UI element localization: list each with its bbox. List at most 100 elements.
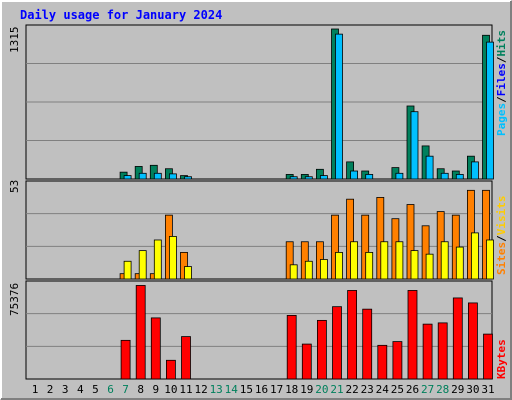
bar-sites-day-20 <box>319 259 328 280</box>
day-label-26: 26 <box>406 383 419 396</box>
day-label-27: 27 <box>421 383 434 396</box>
bar-visits-day-19 <box>300 241 309 280</box>
bar-kbytes-day-23 <box>362 308 373 380</box>
bar-sites-day-27 <box>425 253 434 280</box>
bar-kbytes-day-25 <box>392 341 403 380</box>
bar-kbytes-day-21 <box>332 306 342 380</box>
bar-kbytes-day-8 <box>135 285 146 380</box>
day-label-28: 28 <box>436 383 449 396</box>
bar-kbytes-day-29 <box>452 297 463 380</box>
bar-kbytes-day-18 <box>286 314 297 380</box>
x-axis-day-labels: 1 2 3 4 5 6 7 8 9 10 11 12 13 14 15 16 17 18 19 20 21 22 23 24 2… <box>32 383 495 396</box>
legend-sites: Sites <box>495 242 508 275</box>
bar-sites-day-21 <box>335 251 343 280</box>
day-label-12: 12 <box>194 383 207 396</box>
bar-kbytes-day-9 <box>150 317 161 380</box>
bar-kbytes-day-7 <box>120 339 131 380</box>
day-label-31: 31 <box>481 383 494 396</box>
day-label-15: 15 <box>240 383 253 396</box>
legend-hits: Hits <box>495 30 508 57</box>
bar-sites-day-26 <box>410 250 419 280</box>
bar-hits-day-8 <box>134 166 143 180</box>
bar-sites-day-18 <box>289 264 298 280</box>
bar-files-day-22 <box>350 170 359 180</box>
bar-sites-day-8 <box>138 250 147 280</box>
day-label-9: 9 <box>152 383 159 396</box>
svg-text:Sites/Visits: Sites/Visits <box>495 196 508 276</box>
bar-files-day-7 <box>123 175 132 180</box>
day-label-23: 23 <box>361 383 374 396</box>
day-label-5: 5 <box>92 383 99 396</box>
bar-sites-day-9 <box>153 239 162 280</box>
day-label-10: 10 <box>164 383 177 396</box>
bar-files-day-20 <box>319 175 328 180</box>
bar-sites-day-30 <box>470 232 479 280</box>
day-label-16: 16 <box>255 383 268 396</box>
bar-kbytes-day-22 <box>347 290 358 380</box>
bar-files-day-28 <box>440 172 449 180</box>
plot-area-kbytes <box>25 280 493 380</box>
bar-hits-day-9 <box>149 164 158 180</box>
day-label-18: 18 <box>285 383 298 396</box>
bar-sites-day-31 <box>486 239 494 280</box>
bar-sites-day-22 <box>350 241 359 280</box>
bar-visits-day-24 <box>376 197 385 280</box>
bar-sites-day-28 <box>440 241 449 280</box>
day-label-14: 14 <box>225 383 239 396</box>
bar-files-day-30 <box>470 161 479 180</box>
bar-kbytes-day-30 <box>467 302 478 380</box>
bar-sites-day-10 <box>168 236 177 280</box>
bar-kbytes-day-11 <box>181 336 191 380</box>
day-label-8: 8 <box>137 383 144 396</box>
bar-files-day-11 <box>184 176 192 180</box>
bar-visits-day-27 <box>421 225 430 280</box>
day-label-7: 7 <box>122 383 129 396</box>
bar-files-day-9 <box>153 172 162 180</box>
day-label-19: 19 <box>300 383 313 396</box>
bar-kbytes-day-28 <box>437 322 448 380</box>
bar-files-day-21 <box>335 33 343 180</box>
bar-hits-day-22 <box>346 161 355 180</box>
chart-panels <box>25 24 493 380</box>
bar-sites-day-24 <box>380 241 389 280</box>
bar-visits-day-11 <box>180 251 188 280</box>
day-label-22: 22 <box>345 383 358 396</box>
day-label-11: 11 <box>179 383 192 396</box>
bar-sites-day-23 <box>365 251 374 280</box>
bar-kbytes-day-27 <box>422 323 433 380</box>
legend-files: Files <box>495 63 508 96</box>
bar-visits-day-23 <box>361 214 370 280</box>
day-label-20: 20 <box>315 383 328 396</box>
bar-sites-day-7 <box>123 260 132 280</box>
visits-legend: Sites/Visits <box>495 196 508 276</box>
bar-visits-day-22 <box>346 198 355 280</box>
legend-visits: Visits <box>495 196 508 236</box>
bar-kbytes-day-26 <box>407 290 418 380</box>
day-label-4: 4 <box>77 383 84 396</box>
bar-visits-day-26 <box>406 204 415 280</box>
bar-files-day-29 <box>455 174 464 180</box>
chart-bars <box>119 28 494 380</box>
bar-sites-day-29 <box>455 246 464 280</box>
chart-title: Daily usage for January 2024 <box>20 8 222 22</box>
legend-pages: Pages <box>495 103 508 136</box>
bar-kbytes-day-20 <box>316 319 327 380</box>
day-label-29: 29 <box>451 383 464 396</box>
bar-files-day-18 <box>289 176 298 180</box>
bar-sites-day-11 <box>184 266 192 280</box>
bar-kbytes-day-19 <box>301 343 312 380</box>
bar-visits-day-18 <box>285 241 294 280</box>
hits-axis-max-label: 1315 <box>8 27 21 54</box>
bar-sites-day-19 <box>304 260 313 280</box>
svg-text:Pages/Files/Hits: Pages/Files/Hits <box>495 30 508 136</box>
bar-kbytes-day-24 <box>377 344 388 380</box>
bar-hits-day-20 <box>315 168 324 180</box>
bar-visits-day-21 <box>331 214 339 280</box>
bar-files-day-27 <box>425 155 434 180</box>
day-label-21: 21 <box>330 383 343 396</box>
visits-axis-max-label: 53 <box>8 180 21 193</box>
bar-files-day-19 <box>304 176 313 180</box>
